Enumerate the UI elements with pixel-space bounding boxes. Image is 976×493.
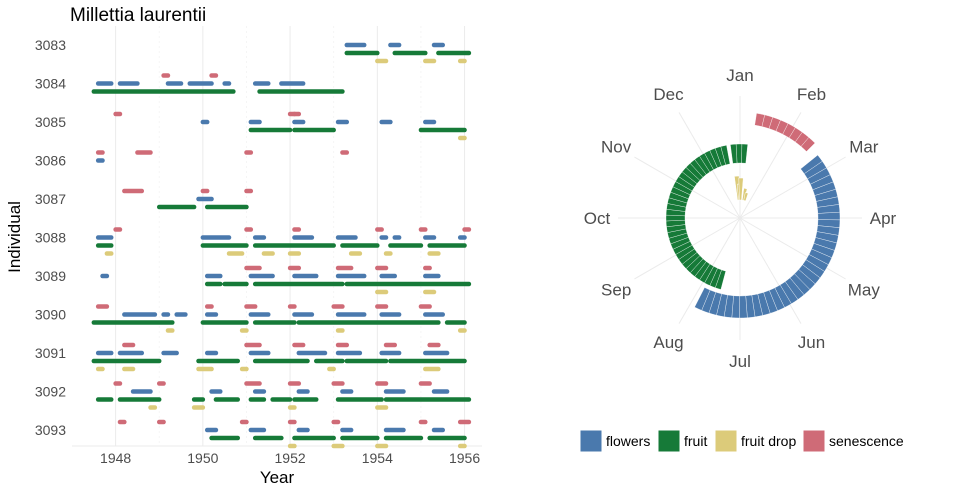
month-label: Nov — [601, 138, 632, 157]
y-tick-label: 3083 — [35, 37, 66, 53]
y-tick-label: 3086 — [35, 153, 66, 169]
arc-flowers — [817, 211, 841, 221]
month-label: Mar — [849, 138, 879, 157]
arc-fruit — [720, 145, 731, 166]
arc-flowers — [694, 287, 711, 311]
legend-swatch-flowers — [579, 429, 603, 453]
legend-label-flowers: flowers — [606, 433, 650, 449]
y-axis-title: Individual — [5, 201, 24, 273]
arc-fruit — [735, 143, 743, 164]
legend-swatch-fruit — [657, 429, 681, 453]
chart-title: Millettia laurentii — [70, 5, 206, 26]
legend-swatch-fruit_drop — [714, 429, 738, 453]
x-tick-label: 1952 — [275, 450, 306, 466]
timeline-chart: 1948 1950 1952 1954 1956 3083 3084 3085 3086 3087… — [35, 26, 482, 466]
month-spoke — [739, 156, 846, 219]
y-tick-label: 3091 — [35, 345, 66, 361]
arc-fruit-drop — [738, 177, 744, 201]
month-label: Apr — [870, 209, 897, 228]
month-spoke — [739, 217, 802, 324]
month-label: Jan — [726, 66, 753, 85]
y-tick-label: 3088 — [35, 230, 66, 246]
x-axis-title: Year — [260, 468, 295, 487]
arc-fruit — [665, 214, 686, 222]
legend-label-senescence: senescence — [829, 433, 904, 449]
y-tick-label: 3085 — [35, 114, 66, 130]
y-tick-label: 3087 — [35, 191, 66, 207]
month-spoke — [739, 217, 846, 280]
y-tick-label: 3090 — [35, 307, 66, 323]
y-tick-label: 3093 — [35, 422, 66, 438]
month-label: May — [848, 281, 881, 300]
month-label: Dec — [653, 85, 684, 104]
arc-senescence — [800, 137, 816, 152]
legend-swatch-senescence — [802, 429, 826, 453]
month-label: Jun — [798, 333, 825, 352]
x-tick-label: 1954 — [362, 450, 393, 466]
x-tick-label: 1948 — [100, 450, 131, 466]
month-label: Jul — [729, 352, 751, 371]
legend-label-fruit: fruit — [684, 433, 707, 449]
arc-fruit — [741, 143, 748, 164]
month-label: Oct — [584, 209, 611, 228]
y-tick-label: 3084 — [35, 76, 66, 92]
x-tick-label: 1950 — [187, 450, 218, 466]
radial-chart: Jan Feb Mar Apr May Jun Jul Aug Sep Oct Nov Dec — [584, 66, 897, 371]
y-tick-label: 3092 — [35, 384, 66, 400]
arc-fruit-drop — [743, 192, 749, 202]
legend-label-fruit_drop: fruit drop — [741, 433, 796, 449]
y-tick-label: 3089 — [35, 268, 66, 284]
month-label: Aug — [653, 333, 683, 352]
month-label: Feb — [797, 85, 826, 104]
month-label: Sep — [601, 281, 631, 300]
legend: flowers fruit fruit drop senescence — [579, 429, 904, 453]
x-tick-label: 1956 — [449, 450, 480, 466]
